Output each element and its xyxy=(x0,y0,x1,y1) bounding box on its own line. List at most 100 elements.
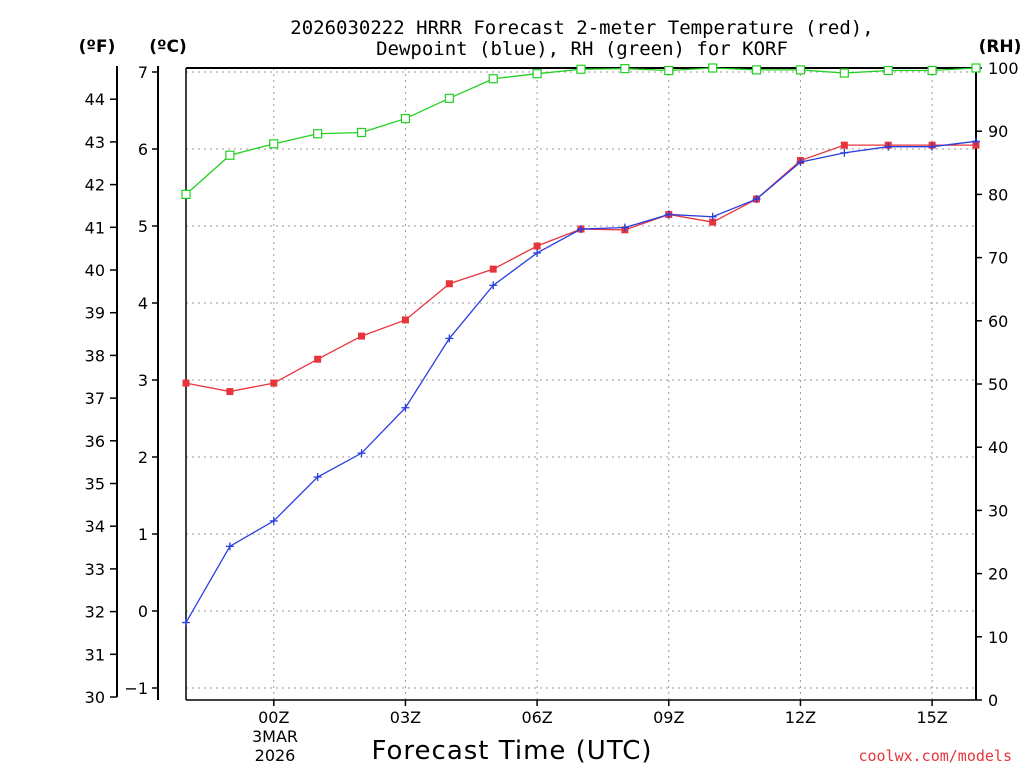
celsius-tick-label: 1 xyxy=(138,525,148,544)
fahrenheit-tick-label: 34 xyxy=(85,517,105,536)
rh-point xyxy=(313,129,323,139)
dewpoint-point xyxy=(708,212,717,221)
dewpoint-point xyxy=(182,618,190,627)
temperature-point xyxy=(840,141,848,149)
fahrenheit-tick-label: 32 xyxy=(85,603,105,622)
temperature-point xyxy=(445,280,453,288)
fahrenheit-tick-label: 31 xyxy=(85,645,105,664)
temperature-point xyxy=(709,218,717,226)
dewpoint-point xyxy=(577,225,585,234)
celsius-tick-label: 0 xyxy=(138,602,148,621)
fahrenheit-unit-label: (ºF) xyxy=(79,37,116,57)
x-axis-label: Forecast Time (UTC) xyxy=(371,736,652,766)
celsius-unit-label: (ºC) xyxy=(149,37,187,57)
dewpoint-point xyxy=(445,334,454,343)
dewpoint-point xyxy=(796,158,805,167)
fahrenheit-tick-label: 37 xyxy=(85,389,105,408)
dewpoint-point xyxy=(664,210,673,219)
rh-tick-label: 100 xyxy=(988,59,1019,78)
rh-point xyxy=(927,65,937,76)
rh-point xyxy=(400,113,411,124)
celsius-tick-label: 4 xyxy=(138,294,148,313)
rh-point xyxy=(181,189,191,199)
temperature-point xyxy=(533,242,541,250)
rh-tick-label: 40 xyxy=(988,438,1008,457)
dewpoint-point xyxy=(884,142,893,151)
fahrenheit-tick-label: 43 xyxy=(85,133,105,152)
temperature-point xyxy=(401,316,409,324)
dewpoint-point xyxy=(489,281,498,290)
rh-point xyxy=(620,64,630,74)
rh-tick-label: 70 xyxy=(988,249,1008,268)
fahrenheit-tick-label: 39 xyxy=(85,304,105,323)
fahrenheit-tick-label: 30 xyxy=(85,688,105,707)
rh-point xyxy=(269,139,279,149)
rh-unit-label: (RH) xyxy=(979,37,1022,57)
rh-point xyxy=(664,65,674,76)
x-tick-label-06Z: 06Z xyxy=(521,708,552,727)
celsius-tick-label: 2 xyxy=(138,448,148,467)
chart-title-line1: 2026030222 HRRR Forecast 2-meter Tempera… xyxy=(290,17,873,39)
axes: 303132333435363738394041424344−101234567… xyxy=(85,59,1019,727)
data-series xyxy=(181,63,981,627)
rh-tick-label: 10 xyxy=(988,628,1008,647)
fahrenheit-tick-label: 35 xyxy=(85,475,105,494)
rh-point xyxy=(444,93,454,103)
dewpoint-point xyxy=(401,403,410,412)
celsius-tick-label: −1 xyxy=(124,679,148,698)
dewpoint-point xyxy=(972,137,980,146)
celsius-tick-label: 6 xyxy=(138,140,148,159)
fahrenheit-tick-label: 40 xyxy=(85,261,105,280)
fahrenheit-tick-label: 38 xyxy=(85,346,105,365)
date-label-month: 3MAR xyxy=(252,727,298,746)
temperature-point xyxy=(182,379,190,387)
x-tick-label-15Z: 15Z xyxy=(916,708,947,727)
x-tick-label-00Z: 00Z xyxy=(258,708,289,727)
date-label-year: 2026 xyxy=(255,746,296,765)
rh-point xyxy=(356,127,367,138)
x-tick-label-09Z: 09Z xyxy=(653,708,684,727)
temperature-point xyxy=(358,332,366,340)
rh-tick-label: 30 xyxy=(988,501,1008,520)
rh-point xyxy=(708,63,718,73)
series-dewpoint xyxy=(182,137,980,627)
rh-point xyxy=(751,65,762,75)
rh-tick-label: 20 xyxy=(988,565,1008,584)
dewpoint-point xyxy=(225,542,234,551)
rh-tick-label: 60 xyxy=(988,312,1008,331)
rh-point xyxy=(971,63,981,73)
dewpoint-point xyxy=(928,142,937,151)
celsius-tick-label: 5 xyxy=(138,217,148,236)
dewpoint-point xyxy=(620,223,629,232)
temperature-point xyxy=(226,388,234,396)
series-rh xyxy=(181,63,981,199)
fahrenheit-tick-label: 36 xyxy=(85,432,105,451)
rh-tick-label: 50 xyxy=(988,375,1008,394)
credit-text: coolwx.com/models xyxy=(858,747,1012,765)
dewpoint-point xyxy=(357,449,366,458)
celsius-tick-label: 7 xyxy=(138,63,148,82)
rh-point xyxy=(883,65,893,76)
rh-tick-label: 0 xyxy=(988,691,998,710)
x-tick-label-12Z: 12Z xyxy=(785,708,816,727)
rh-point xyxy=(795,65,806,75)
rh-point xyxy=(576,64,586,74)
rh-point xyxy=(532,69,542,79)
temperature-point xyxy=(314,355,322,363)
temperature-point xyxy=(270,379,278,387)
dewpoint-point xyxy=(269,516,278,525)
rh-tick-label: 90 xyxy=(988,122,1008,141)
rh-tick-label: 80 xyxy=(988,185,1008,204)
dewpoint-point xyxy=(752,195,761,204)
fahrenheit-tick-label: 41 xyxy=(85,218,105,237)
temperature-point xyxy=(489,265,497,273)
chart-title-line2: Dewpoint (blue), RH (green) for KORF xyxy=(376,38,788,60)
fahrenheit-tick-label: 44 xyxy=(85,90,105,109)
dewpoint-point xyxy=(313,473,322,482)
dewpoint-point xyxy=(840,148,849,157)
x-tick-label-03Z: 03Z xyxy=(390,708,421,727)
fahrenheit-tick-label: 42 xyxy=(85,176,105,195)
rh-point xyxy=(225,150,235,160)
rh-point xyxy=(839,68,849,78)
